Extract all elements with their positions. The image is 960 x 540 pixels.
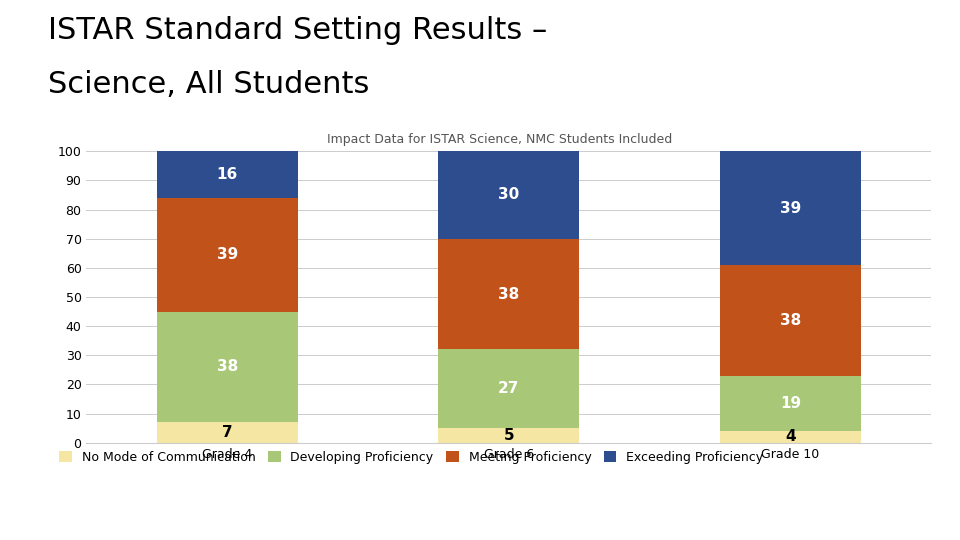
Text: 5: 5: [503, 428, 515, 443]
Bar: [156, 198, 298, 312]
Bar: [439, 349, 579, 428]
Text: 38: 38: [498, 287, 519, 301]
Text: 30: 30: [498, 187, 519, 202]
Bar: [156, 151, 298, 198]
Bar: [720, 151, 861, 265]
Legend: No Mode of Communication, Developing Proficiency, Meeting Proficiency, Exceeding: No Mode of Communication, Developing Pro…: [55, 446, 769, 469]
Bar: [439, 151, 579, 239]
Text: 16: 16: [217, 167, 238, 182]
Text: 27: 27: [498, 381, 519, 396]
Text: Indiana Department of Education: Indiana Department of Education: [523, 500, 859, 518]
Bar: [720, 265, 861, 376]
Text: 38: 38: [780, 313, 801, 328]
Text: Impact Data for ISTAR Science, NMC Students Included: Impact Data for ISTAR Science, NMC Stude…: [326, 133, 672, 146]
Text: 39: 39: [780, 200, 801, 215]
Bar: [439, 239, 579, 349]
Text: 39: 39: [217, 247, 238, 262]
Text: 7: 7: [222, 425, 232, 440]
Text: 38: 38: [217, 360, 238, 374]
Text: Science, All Students: Science, All Students: [48, 70, 370, 99]
Bar: [720, 376, 861, 431]
Text: 4: 4: [785, 429, 796, 444]
Bar: [156, 422, 298, 443]
Bar: [720, 431, 861, 443]
Bar: [439, 428, 579, 443]
Text: ISTAR Standard Setting Results –: ISTAR Standard Setting Results –: [48, 16, 547, 45]
Bar: [156, 312, 298, 422]
Text: 19: 19: [780, 396, 801, 411]
